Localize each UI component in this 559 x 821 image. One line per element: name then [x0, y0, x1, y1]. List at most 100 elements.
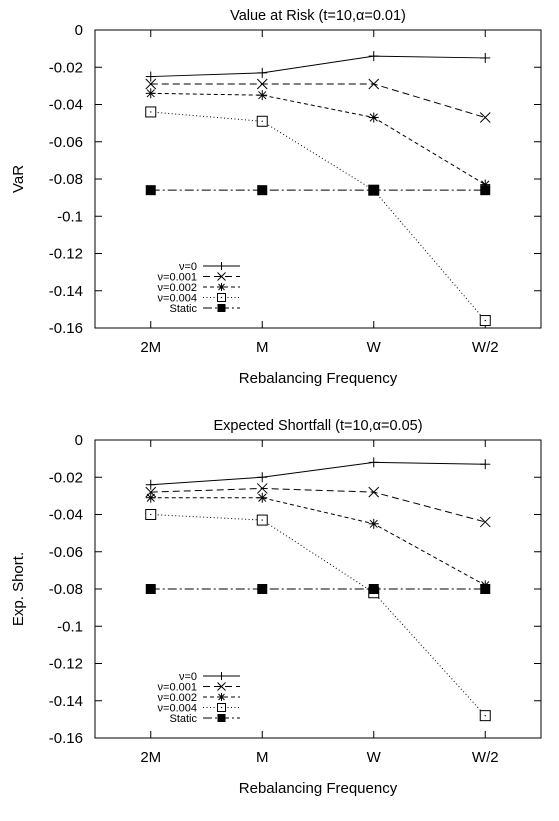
series-1 [145, 78, 491, 123]
data-point [256, 514, 268, 526]
data-point [368, 51, 379, 62]
y-tick-label: -0.06 [49, 134, 83, 151]
data-point [145, 71, 156, 82]
data-point [368, 78, 380, 90]
y-tick-label: -0.1 [57, 618, 83, 635]
data-point [479, 710, 491, 722]
y-tick-label: -0.04 [49, 97, 83, 114]
data-point [145, 584, 156, 594]
legend-label: ν=0.002 [158, 282, 197, 294]
y-tick-label: -0.14 [49, 283, 83, 300]
legend-entry: Static [169, 303, 240, 315]
y-tick-label: -0.02 [49, 469, 83, 486]
data-point [145, 185, 156, 196]
marker-box [368, 584, 379, 594]
y-tick-label: -0.06 [49, 544, 83, 561]
x-tick-label: 2M [140, 339, 161, 356]
marker-box [257, 185, 268, 196]
marker-stroke [368, 486, 380, 498]
data-point [256, 483, 268, 494]
data-point [480, 52, 491, 63]
marker-dot [261, 519, 263, 521]
series-1 [145, 483, 491, 528]
legend-label: ν=0.001 [158, 682, 197, 694]
legend-entry: ν=0.004 [158, 703, 240, 715]
marker-box [217, 714, 226, 722]
y-tick-label: -0.1 [57, 208, 83, 225]
marker-stroke [146, 493, 155, 502]
marker-stroke [218, 283, 225, 291]
data-point [145, 106, 157, 118]
marker-box [480, 584, 491, 594]
legend-label: ν=0 [179, 671, 197, 683]
chart-title: Expected Shortfall (t=10,α=0.05) [213, 418, 422, 434]
y-axis-label: VaR [10, 165, 27, 193]
var-chart: Value at Risk (t=10,α=0.01) 0 -0.02 -0.04 -0… [10, 8, 542, 387]
series-2 [145, 88, 491, 190]
legend-marker [217, 272, 226, 281]
data-point [145, 78, 157, 90]
series-3 [145, 509, 491, 722]
legend-entry: ν=0.004 [158, 293, 240, 305]
legend-marker [217, 693, 226, 701]
data-point [257, 67, 268, 78]
marker-stroke [258, 493, 267, 502]
y-tick-label: -0.04 [49, 507, 83, 524]
legend-entry: ν=0.002 [158, 692, 240, 704]
x-tick-label: M [256, 749, 269, 766]
data-point [257, 492, 268, 503]
series-3 [145, 106, 491, 327]
x-tick-label: W [367, 749, 382, 766]
marker-box [368, 185, 379, 196]
series-4 [145, 185, 491, 196]
legend-marker [217, 293, 226, 302]
marker-stroke [479, 516, 491, 528]
series-2 [145, 492, 491, 591]
marker-stroke [479, 112, 491, 123]
data-point [480, 584, 491, 594]
legend-marker [217, 714, 226, 722]
marker-box [257, 584, 268, 594]
legend-label: ν=0.004 [158, 293, 197, 305]
data-point [145, 492, 156, 503]
marker-box [145, 584, 156, 594]
y-tick-label: 0 [75, 22, 83, 39]
marker-stroke [258, 91, 267, 100]
legend-label: ν=0.004 [158, 703, 197, 715]
x-tick-label: W [367, 339, 382, 356]
marker-stroke [369, 519, 378, 528]
y-tick-label: -0.16 [49, 320, 83, 337]
x-tick-label: 2M [140, 749, 161, 766]
legend-entry: ν=0 [179, 261, 240, 273]
marker-box [217, 304, 226, 312]
data-point [479, 112, 491, 123]
x-tick-label: M [256, 339, 269, 356]
series-line [150, 92, 486, 186]
expected-shortfall-chart: Expected Shortfall (t=10,α=0.05) 0 -0.02 -0… [10, 418, 542, 797]
series-0 [145, 457, 491, 490]
marker-dot [150, 513, 152, 516]
legend-marker [217, 672, 226, 680]
y-tick-label: -0.12 [49, 246, 83, 263]
data-point [145, 509, 157, 520]
marker-dot [220, 706, 223, 709]
marker-stroke [368, 78, 380, 90]
data-point [257, 185, 268, 196]
series-line [150, 55, 486, 78]
data-point [257, 472, 268, 483]
marker-stroke [369, 113, 378, 122]
legend-label: ν=0.002 [158, 692, 197, 704]
series-line [150, 487, 486, 523]
data-point [368, 185, 379, 196]
legend-label: Static [169, 303, 197, 315]
y-axis-label: Exp. Short. [10, 552, 27, 626]
marker-stroke [145, 78, 157, 90]
data-point [368, 112, 379, 123]
data-point [368, 518, 379, 529]
series-line [150, 111, 486, 321]
series-line [150, 497, 486, 586]
data-point [479, 516, 491, 528]
series-line [150, 514, 486, 716]
legend-marker [217, 262, 226, 270]
